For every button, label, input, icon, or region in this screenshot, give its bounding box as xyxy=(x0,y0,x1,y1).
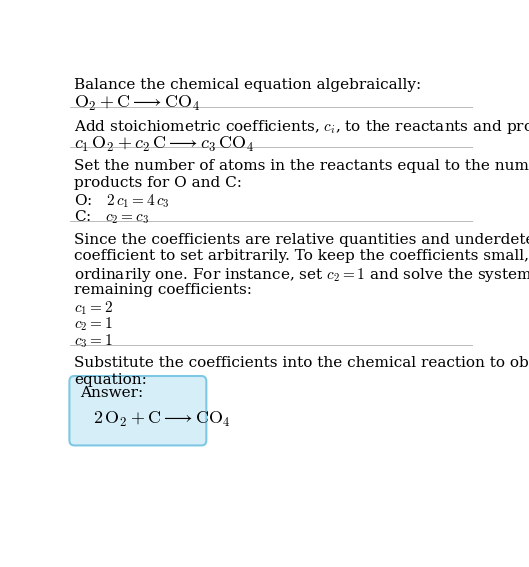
Text: Balance the chemical equation algebraically:: Balance the chemical equation algebraica… xyxy=(74,78,422,92)
Text: ordinarily one. For instance, set $c_2 = 1$ and solve the system of equations fo: ordinarily one. For instance, set $c_2 =… xyxy=(74,266,529,284)
Text: $2\,\mathrm{O_2} + \mathrm{C} \longrightarrow \mathrm{CO_4}$: $2\,\mathrm{O_2} + \mathrm{C} \longright… xyxy=(93,409,231,429)
Text: $c_1\,\mathrm{O_2} + c_2\,\mathrm{C} \longrightarrow c_3\,\mathrm{CO_4}$: $c_1\,\mathrm{O_2} + c_2\,\mathrm{C} \lo… xyxy=(74,135,254,154)
Text: coefficient to set arbitrarily. To keep the coefficients small, the arbitrary va: coefficient to set arbitrarily. To keep … xyxy=(74,249,529,263)
Text: Set the number of atoms in the reactants equal to the number of atoms in the: Set the number of atoms in the reactants… xyxy=(74,159,529,173)
Text: products for O and C:: products for O and C: xyxy=(74,176,242,189)
Text: Since the coefficients are relative quantities and underdetermined, choose a: Since the coefficients are relative quan… xyxy=(74,233,529,247)
Text: $\mathrm{O_2 + C} \longrightarrow \mathrm{CO_4}$: $\mathrm{O_2 + C} \longrightarrow \mathr… xyxy=(74,94,200,113)
Text: equation:: equation: xyxy=(74,373,147,387)
Text: $c_3 = 1$: $c_3 = 1$ xyxy=(74,332,113,350)
Text: Answer:: Answer: xyxy=(80,387,144,400)
Text: O:   $2\,c_1 = 4\,c_3$: O: $2\,c_1 = 4\,c_3$ xyxy=(74,192,170,210)
Text: Add stoichiometric coefficients, $c_i$, to the reactants and products:: Add stoichiometric coefficients, $c_i$, … xyxy=(74,119,529,136)
Text: $c_2 = 1$: $c_2 = 1$ xyxy=(74,316,113,333)
FancyBboxPatch shape xyxy=(69,376,206,446)
Text: remaining coefficients:: remaining coefficients: xyxy=(74,282,252,297)
Text: C:   $c_2 = c_3$: C: $c_2 = c_3$ xyxy=(74,209,149,226)
Text: $c_1 = 2$: $c_1 = 2$ xyxy=(74,299,113,317)
Text: Substitute the coefficients into the chemical reaction to obtain the balanced: Substitute the coefficients into the che… xyxy=(74,357,529,370)
